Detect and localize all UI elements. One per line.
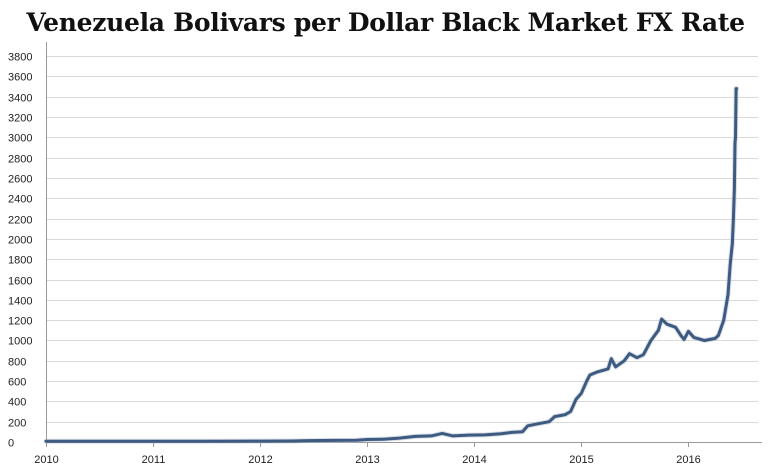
y-tick-label: 2400 xyxy=(8,194,32,206)
y-tick-label: 400 xyxy=(8,397,26,409)
y-tick-label: 3400 xyxy=(8,93,32,105)
y-tick-label: 2000 xyxy=(8,235,32,247)
chart-title: Venezuela Bolivars per Dollar Black Mark… xyxy=(26,8,745,37)
x-tick-label: 2016 xyxy=(676,454,700,466)
y-tick-label: 2800 xyxy=(8,154,32,166)
y-tick-label: 3800 xyxy=(8,52,32,64)
y-tick-label: 1400 xyxy=(8,296,32,308)
y-tick-labels: 0 200 400 600 800 1000 1200 1400 1600 1800 2000 220… xyxy=(8,52,32,450)
x-tick-label: 2012 xyxy=(248,454,272,466)
x-tick-label: 2013 xyxy=(355,454,379,466)
y-tick-label: 200 xyxy=(8,418,26,430)
x-tick-label: 2014 xyxy=(462,454,486,466)
y-tick-label: 0 xyxy=(8,438,14,450)
y-tick-label: 1200 xyxy=(8,316,32,328)
x-tick-labels: 2010 2011 2012 2013 2014 2015 2016 xyxy=(34,454,700,466)
y-tick-label: 2200 xyxy=(8,215,32,227)
y-tick-label: 600 xyxy=(8,377,26,389)
y-tick-label: 3600 xyxy=(8,72,32,84)
gridlines xyxy=(46,56,758,423)
x-tick-label: 2015 xyxy=(569,454,593,466)
axes xyxy=(46,42,762,447)
y-tick-label: 2600 xyxy=(8,174,32,186)
x-tick-label: 2010 xyxy=(34,454,58,466)
y-tick-label: 3000 xyxy=(8,133,32,145)
series-line-shadow xyxy=(43,86,740,444)
y-tick-label: 800 xyxy=(8,357,26,369)
y-tick-label: 1000 xyxy=(8,336,32,348)
x-tick-label: 2011 xyxy=(142,454,166,466)
series-lines xyxy=(43,86,740,444)
y-tick-label: 3200 xyxy=(8,113,32,125)
y-tick-label: 1800 xyxy=(8,255,32,267)
y-tick-label: 1600 xyxy=(8,276,32,288)
series-line xyxy=(44,87,739,443)
